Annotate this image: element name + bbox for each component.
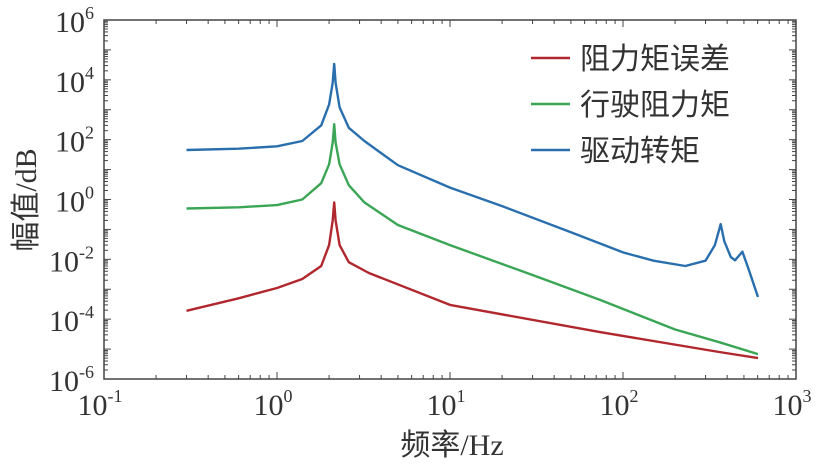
- x-tick-label: 102: [600, 386, 639, 422]
- x-axis-title: 频率/Hz: [400, 429, 503, 462]
- legend-label-0: 阻力矩误差: [580, 43, 730, 76]
- series-line-2: [186, 62, 760, 298]
- axes-layer: 10-1 100 101 102 103 10-6 10-4 10-2 100 102 104 106: [49, 3, 812, 422]
- series-line-1: [186, 122, 759, 356]
- y-tick-label: 104: [55, 63, 94, 99]
- x-tick-label: 101: [427, 386, 466, 422]
- y-tick-label: 100: [55, 183, 94, 219]
- legend-label-1: 行驶阻力矩: [580, 89, 730, 122]
- y-tick-label: 10-4: [49, 302, 94, 338]
- x-tick-label: 10-1: [78, 386, 123, 422]
- series-layer: [186, 62, 760, 360]
- y-tick-label: 106: [55, 3, 94, 39]
- x-tick-label: 103: [773, 386, 812, 422]
- legend-label-2: 驱动转矩: [580, 135, 700, 168]
- y-tick-label: 10-6: [49, 362, 94, 398]
- y-tick-label: 10-2: [49, 242, 94, 278]
- x-tick-label: 100: [254, 386, 293, 422]
- y-tick-label: 102: [55, 123, 94, 159]
- y-axis-title: 幅值/dB: [10, 148, 43, 251]
- series-line-0: [186, 201, 759, 360]
